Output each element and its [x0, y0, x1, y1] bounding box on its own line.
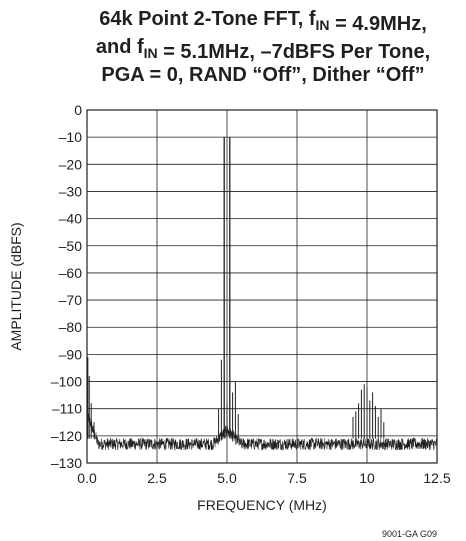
- y-tick-label: –110: [52, 401, 82, 417]
- x-axis-label: FREQUENCY (MHz): [197, 497, 327, 513]
- x-tick-label: 0.0: [77, 470, 97, 486]
- y-tick-label: –100: [51, 374, 82, 390]
- y-tick-label: –10: [59, 129, 83, 145]
- chart-title: 64k Point 2-Tone FFT, fIN = 4.9MHz,and f…: [96, 8, 430, 86]
- y-tick-label: –60: [59, 265, 83, 281]
- y-tick-label: –20: [59, 156, 83, 172]
- x-tick-label: 12.5: [423, 470, 450, 486]
- y-tick-label: –90: [59, 346, 83, 362]
- y-axis-label: AMPLITUDE (dBFS): [8, 222, 24, 350]
- x-tick-label: 7.5: [287, 470, 307, 486]
- title-line: PGA = 0, RAND “Off”, Dither “Off”: [101, 64, 424, 86]
- spectrum-trace: [86, 137, 438, 451]
- y-tick-label: –130: [51, 455, 82, 471]
- plot-frame: [86, 109, 438, 464]
- x-tick-label: 5.0: [217, 470, 237, 486]
- y-tick-label: 0: [74, 102, 82, 118]
- y-tick-labels: 0 –10 –20 –30 –40 –50 –60 –70 –80 –90 –100 –110 –120…: [51, 102, 82, 471]
- y-tick-label: –120: [51, 428, 82, 444]
- y-tick-label: –70: [59, 292, 83, 308]
- x-tick-label: 10: [359, 470, 375, 486]
- y-tick-label: –40: [59, 211, 83, 227]
- grid-lines: [87, 110, 437, 463]
- y-tick-label: –80: [59, 319, 83, 335]
- x-tick-label: 2.5: [147, 470, 167, 486]
- figure-code-label: 9001-GA G09: [382, 529, 437, 539]
- y-tick-label: –50: [59, 238, 83, 254]
- x-tick-labels: 0.0 2.5 5.0 7.5 10 12.5: [77, 470, 451, 486]
- title-line: 64k Point 2-Tone FFT, fIN = 4.9MHz,: [99, 8, 427, 35]
- y-tick-label: –30: [59, 183, 83, 199]
- noise-floor-trace: [86, 409, 438, 451]
- title-line: and fIN = 5.1MHz, –7dBFS Per Tone,: [96, 36, 430, 63]
